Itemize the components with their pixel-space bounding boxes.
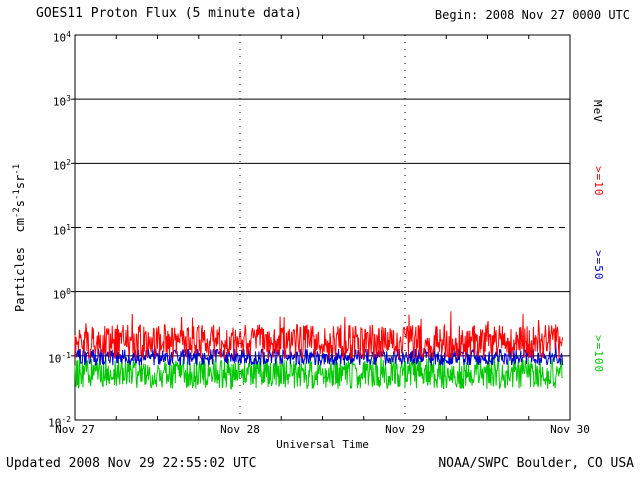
y-tick-label: 104 — [52, 30, 71, 45]
y-tick-label: 100 — [52, 286, 71, 302]
y-tick-label: 10-2 — [48, 415, 71, 430]
right-axis-unit-label: MeV — [591, 100, 604, 123]
credit-text: NOAA/SWPC Boulder, CO USA — [438, 456, 634, 471]
y-tick-label: 102 — [52, 158, 71, 173]
x-tick-label: Nov 29 — [385, 423, 425, 436]
begin-timestamp: Begin: 2008 Nov 27 0000 UTC — [434, 8, 630, 22]
flux-trace-10 — [74, 311, 564, 360]
y-tick-label: 10-1 — [48, 350, 71, 366]
updated-timestamp: Updated 2008 Nov 29 22:55:02 UTC — [6, 456, 257, 471]
series-threshold-label: >=100 — [592, 335, 605, 374]
y-tick-label: 101 — [52, 222, 71, 238]
flux-trace-100 — [74, 354, 563, 390]
x-tick-label: Nov 28 — [220, 423, 260, 436]
x-axis-label: Universal Time — [276, 438, 369, 451]
x-tick-label: Nov 30 — [550, 423, 590, 436]
x-tick-label: Nov 27 — [55, 423, 95, 436]
series-threshold-label: >=50 — [592, 250, 605, 281]
series-threshold-label: >=10 — [592, 166, 605, 197]
y-axis-label: Particles cm-2s-1sr-1 — [12, 163, 27, 312]
chart-title: GOES11 Proton Flux (5 minute data) — [36, 6, 303, 21]
y-tick-label: 103 — [52, 94, 71, 109]
